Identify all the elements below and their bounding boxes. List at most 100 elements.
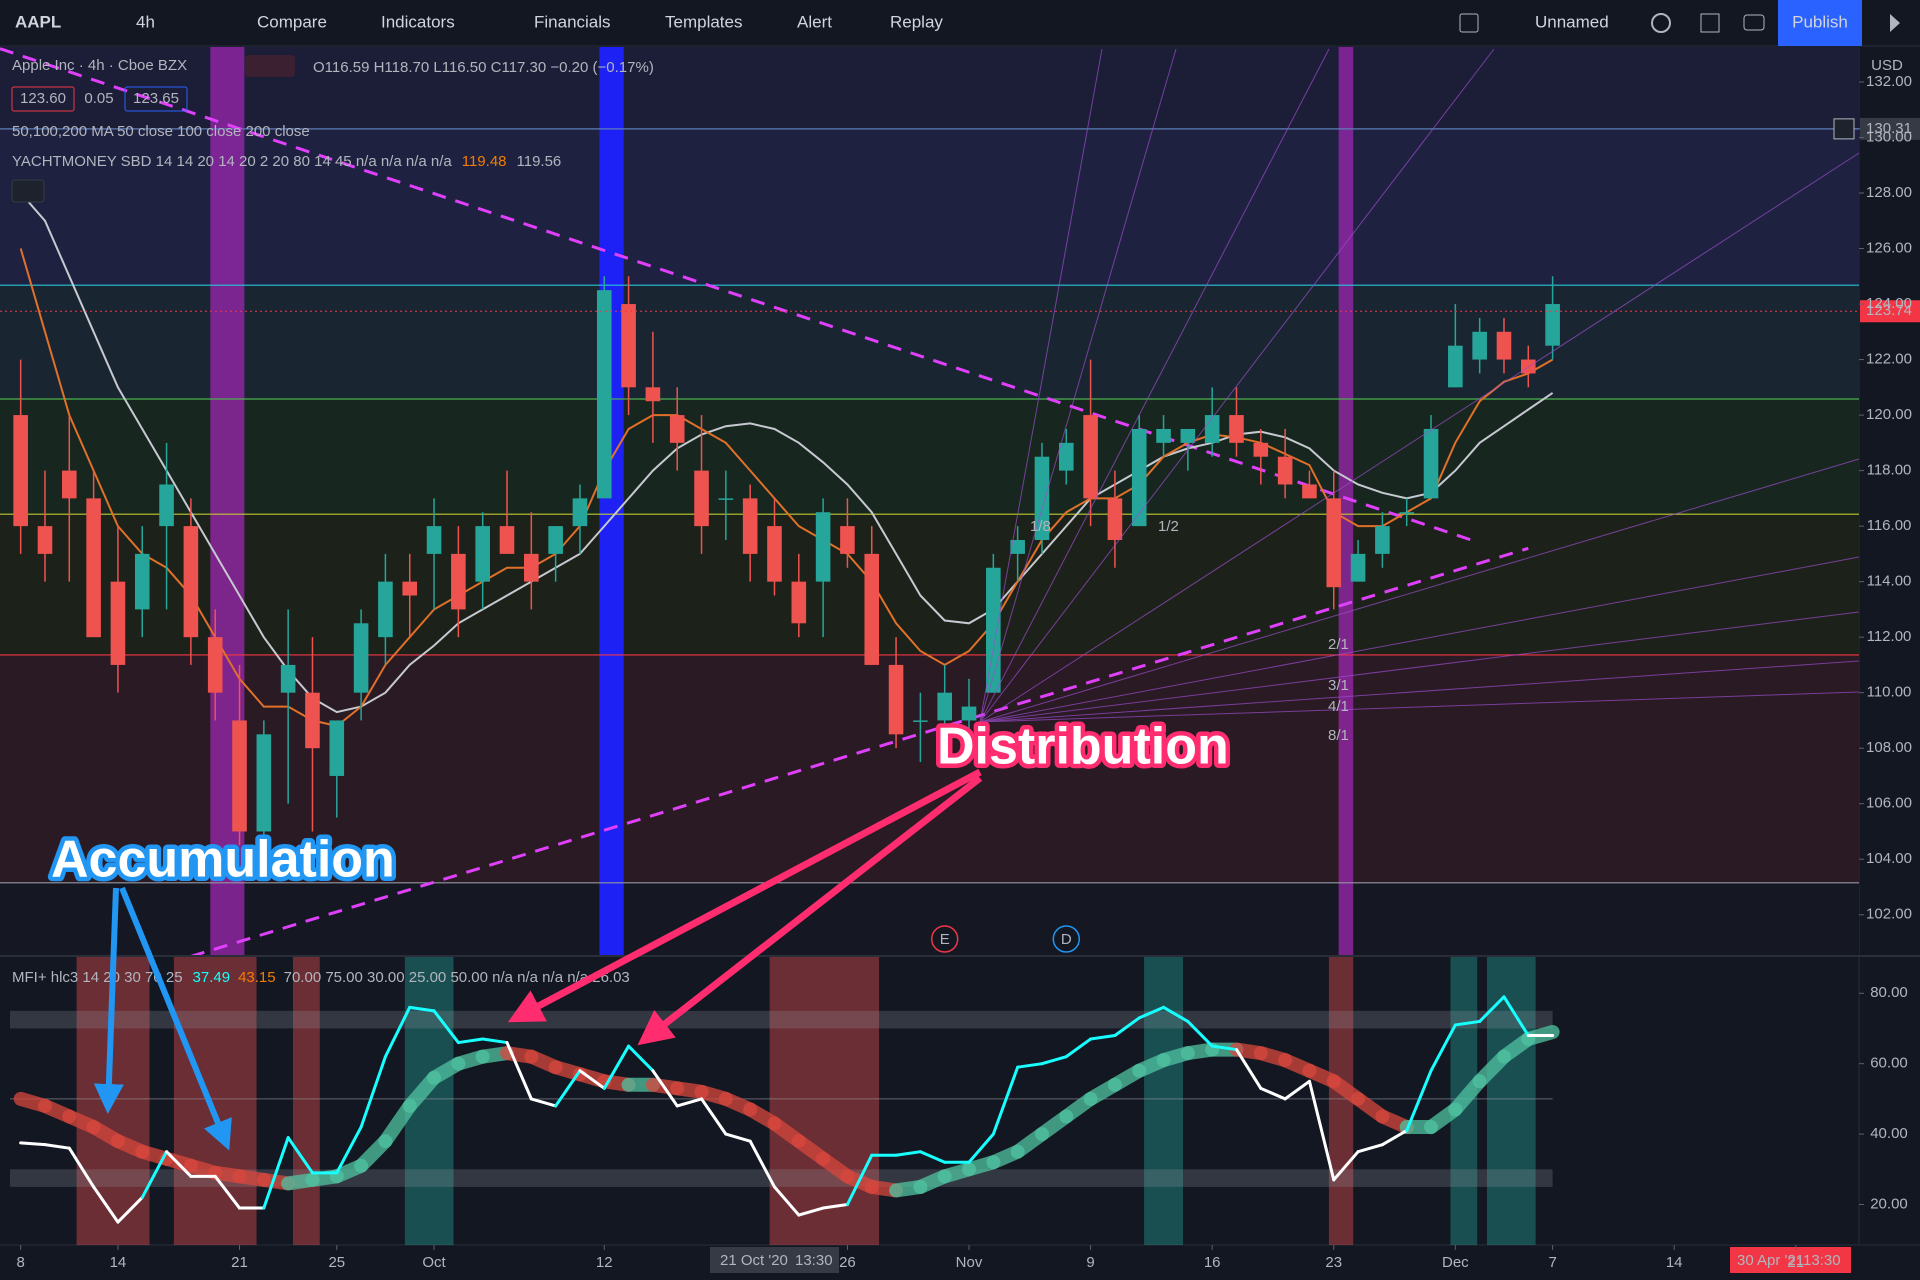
candle-body [86, 498, 101, 638]
candle-body [694, 470, 709, 527]
symbol-title: Apple Inc · 4h · Cboe BZX [12, 57, 187, 74]
candle-body [864, 553, 880, 665]
y-tick-label: 120.00 [1866, 406, 1912, 423]
event-label: D [1061, 931, 1072, 948]
toolbar-item[interactable]: Templates [665, 12, 742, 31]
settings-icon[interactable] [1651, 13, 1671, 33]
candle-body [1423, 428, 1439, 499]
trendline [0, 47, 1481, 545]
level-zone [0, 882, 1859, 955]
candle-body [1010, 540, 1025, 554]
crosshair-time: 13:30 [795, 1252, 833, 1269]
fan-line [979, 458, 1860, 723]
mfi-value: 43.15 [238, 969, 276, 986]
candle-body [1083, 415, 1098, 499]
fan-label: 3/1 [1328, 677, 1349, 694]
mfi-line [651, 1069, 679, 1108]
candle-body [1545, 304, 1560, 346]
snapshot-icon[interactable] [1743, 14, 1765, 31]
mfi-rest: 70.00 75.00 30.00 25.00 50.00 n/a n/a n/… [284, 969, 630, 986]
candle-body [305, 692, 320, 749]
toolbar: AAPL 4h Publish Unnamed Compare Indicator… [0, 0, 1920, 47]
toolbar-item[interactable]: Alert [797, 12, 832, 31]
mfi-line [967, 1132, 995, 1164]
fan-line [979, 556, 1860, 723]
y-tick-label: 60.00 [1870, 1055, 1908, 1072]
gann-fan [979, 48, 1860, 723]
collapse-button[interactable] [11, 179, 45, 203]
interval[interactable]: 4h [136, 12, 155, 31]
toolbar-item[interactable]: Compare [257, 12, 327, 31]
mfi-zone [293, 957, 320, 1245]
mfi-line [554, 1069, 582, 1108]
mfi-line [772, 1185, 801, 1217]
level-zone [0, 514, 1859, 655]
play-icon[interactable] [1890, 14, 1900, 32]
y-tick-label: 122.00 [1866, 351, 1912, 368]
mfi-line [1040, 1055, 1068, 1066]
candle-body [1375, 526, 1390, 554]
x-tick-label: 14 [110, 1254, 127, 1271]
y-tick-label: 102.00 [1866, 906, 1912, 923]
mfi-line [1307, 1079, 1336, 1182]
candle-body [888, 664, 904, 735]
toolbar-item[interactable]: Replay [890, 12, 943, 31]
symbol[interactable]: AAPL [15, 12, 61, 31]
x-tick-label: 25 [328, 1254, 345, 1271]
candle-body [791, 581, 807, 624]
ask-box[interactable] [124, 86, 188, 112]
plus-button[interactable] [1833, 118, 1855, 140]
mfi-line [481, 1037, 509, 1045]
mfi-line [19, 1141, 47, 1147]
mfi-line [991, 1065, 1020, 1136]
mfi-line [383, 1005, 412, 1059]
mfi-line [1405, 1069, 1433, 1133]
event-marker[interactable] [1052, 925, 1081, 953]
mfi-line [529, 1097, 558, 1108]
mfi-band [10, 1010, 1553, 1029]
y-tick-label: 126.00 [1866, 239, 1912, 256]
bid-box[interactable] [11, 86, 75, 112]
y-tick-label: 106.00 [1866, 795, 1912, 812]
toolbar-item[interactable]: Financials [534, 12, 611, 31]
x-tick-label: 26 [839, 1254, 856, 1271]
x-tick-label: 21 [1787, 1254, 1804, 1271]
last-price-label: 123.74 [1866, 302, 1912, 319]
sbd-legend: YACHTMONEY SBD 14 14 20 14 20 2 20 80 14… [12, 153, 561, 170]
candle-body [1399, 512, 1415, 514]
candle-body [548, 526, 563, 554]
toolbar-item[interactable]: Indicators [381, 12, 455, 31]
x-tick-label: 7 [1548, 1254, 1556, 1271]
crosshair-label [710, 1247, 839, 1273]
x-tick-label: Dec [1442, 1254, 1469, 1271]
publish-label[interactable]: Publish [1792, 12, 1848, 31]
ma-legend: 50,100,200 MA 50 close 100 close 200 clo… [12, 123, 310, 140]
level-zone [0, 398, 1859, 515]
x-tick-label: Nov [956, 1254, 983, 1271]
spread: 0.05 [84, 90, 113, 107]
trendline [190, 546, 1529, 955]
fan-line [979, 660, 1860, 723]
candle-body [596, 290, 612, 499]
mfi-zone [769, 957, 880, 1245]
legend-toggle[interactable] [245, 55, 295, 77]
x-tick-label: 8 [16, 1254, 24, 1271]
mfi-line [140, 1150, 169, 1199]
mfi-zone [1144, 957, 1183, 1245]
y-tick-label: 114.00 [1867, 573, 1912, 590]
candle-body [1180, 428, 1196, 443]
layout-icon[interactable] [1459, 13, 1479, 33]
y-tick-label: 132.00 [1866, 73, 1912, 90]
fullscreen-icon[interactable] [1700, 13, 1720, 33]
mfi-band [10, 1169, 1553, 1187]
crosshair-date: 21 Oct '20 [720, 1252, 788, 1269]
candle-body [621, 304, 636, 388]
event-marker[interactable] [930, 925, 959, 953]
layout-name[interactable]: Unnamed [1535, 12, 1609, 31]
publish-button[interactable] [1778, 0, 1862, 46]
mfi-line [1210, 1044, 1238, 1052]
bid: 123.60 [20, 90, 66, 107]
candle-body [1277, 456, 1293, 485]
candle-body [1448, 345, 1463, 388]
mfi-line [505, 1041, 533, 1101]
